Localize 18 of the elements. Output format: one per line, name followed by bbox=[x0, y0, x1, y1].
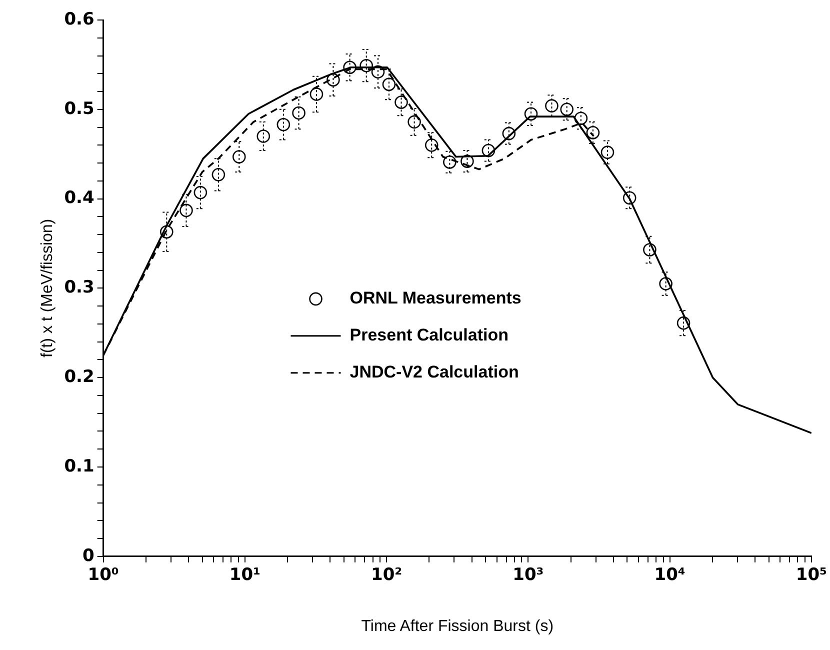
x-axis-title: Time After Fission Burst (s) bbox=[361, 618, 554, 635]
x-tick-label: 10¹ bbox=[229, 565, 260, 586]
y-tick-label: 0.3 bbox=[64, 278, 94, 298]
x-tick-label: 10⁴ bbox=[654, 565, 686, 586]
x-tick-label: 10² bbox=[371, 565, 402, 586]
y-tick-label: 0.5 bbox=[64, 98, 94, 119]
y-tick-label: 0.1 bbox=[64, 456, 94, 476]
y-tick-label: 0.6 bbox=[64, 9, 94, 30]
x-tick-label: 10³ bbox=[512, 565, 544, 586]
x-tick-label: 10⁵ bbox=[796, 565, 828, 586]
y-tick-label: 0.2 bbox=[64, 367, 94, 388]
legend-label: Present Calculation bbox=[350, 326, 508, 345]
legend-label: ORNL Measurements bbox=[350, 288, 522, 308]
y-tick-label: 0 bbox=[82, 546, 94, 566]
x-tick-label: 10⁰ bbox=[88, 565, 119, 586]
y-axis-title: f(t) x t (MeV/fission) bbox=[39, 218, 56, 358]
y-tick-label: 0.4 bbox=[64, 188, 94, 208]
legend-label: JNDC-V2 Calculation bbox=[350, 362, 519, 382]
